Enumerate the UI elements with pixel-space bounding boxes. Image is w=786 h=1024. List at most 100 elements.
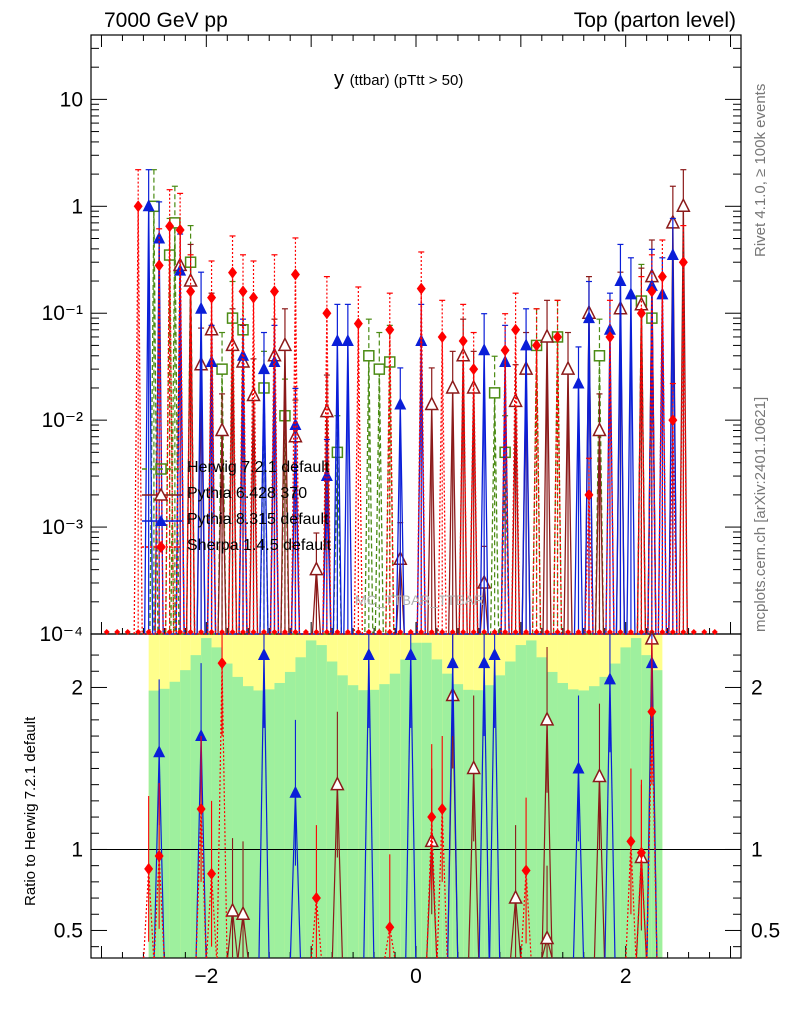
data-point [478,343,491,356]
data-point [341,333,354,346]
ratio-series-line [509,898,517,959]
ratio-band-inner [515,645,527,958]
ratio-tick-label-right: 2 [751,676,763,699]
ratio-point [289,785,302,798]
data-point [214,421,230,437]
ratio-series-line [609,679,616,959]
floor-point [470,629,477,635]
ratio-band-inner [274,682,285,958]
floor-point [323,629,330,635]
ratio-series-line [410,655,417,959]
ratio-series-line [436,808,443,959]
data-point [437,330,447,343]
ratio-band-inner [421,642,432,958]
ratio-series-line [593,776,601,959]
ratio-series-line [431,817,438,959]
ratio-series-line [468,768,475,959]
ratio-series-line [363,655,370,959]
data-point [636,307,646,320]
ratio-series-line [384,927,391,959]
data-point [424,395,439,411]
mcplots-reference-label: mcplots.cern.ch [arXiv:2401.10621] [752,396,769,632]
ratio-series-line [331,784,338,959]
ratio-point [153,745,166,758]
floor-point [219,629,226,635]
ratio-band-inner [148,690,160,958]
data-point [469,363,479,376]
ratio-point [385,921,395,934]
ratio-series-line [651,711,658,959]
ratio-band-inner [463,689,474,958]
ratio-tick-label-right: 0.5 [751,919,780,942]
x-tick-label: −2 [194,965,218,988]
ratio-series-line [389,927,396,959]
floor-point [711,629,718,635]
ratio-series-line [148,868,155,959]
floor-point [376,629,383,635]
data-point [186,285,196,298]
data-point [624,287,637,300]
data-point [309,560,324,576]
header-energy-label: 7000 GeV pp [104,9,228,32]
ratio-band-inner [358,690,369,958]
ratio-series-line [195,808,202,959]
data-point [416,282,426,295]
ratio-band-inner [180,670,191,958]
floor-point [281,629,288,635]
floor-point [292,629,299,635]
ratio-series-line [368,655,375,959]
floor-point [365,629,372,635]
y-tick-label: 10⁻² [42,409,83,432]
floor-point [690,629,697,635]
series-3 [103,169,718,635]
ratio-band-inner [347,685,359,958]
legend-label-sherpa: Sherpa 1.4.5 default [187,537,332,554]
floor-point [565,629,572,635]
data-point [205,354,218,367]
ratio-band-inner [316,645,327,958]
data-point [216,363,228,375]
ratio-point [235,905,251,921]
series-1 [172,169,691,635]
ratio-series-line [426,817,433,959]
ratio-point [404,648,417,661]
ratio-point [196,802,206,815]
ratio-band-inner [620,647,631,958]
ratio-series-line [546,719,553,959]
ratio-band-inner [442,673,453,958]
ratio-point [478,656,491,669]
floor-point [344,629,351,635]
ratio-band-inner [379,684,390,958]
data-point [289,418,302,431]
floor-point [491,629,498,635]
data-point [455,347,471,362]
ratio-point [446,656,459,669]
floor-point [606,629,613,635]
floor-point [334,629,341,635]
floor-point [355,629,362,635]
ratio-band-inner [641,655,652,958]
data-point [269,285,279,298]
data-point [676,197,691,213]
ratio-band-inner [201,638,212,958]
ratio-series-line [541,719,548,959]
floor-point [575,629,582,635]
ratio-band-inner [211,647,223,958]
data-point [249,291,258,304]
legend-label-pythia6: Pythia 6.428 370 [187,485,308,502]
data-point [385,323,395,336]
ratio-series-line [483,663,490,959]
ratio-band-inner [630,638,642,958]
floor-point [187,629,194,635]
data-point [572,376,585,389]
data-point [237,348,250,361]
ratio-point [144,862,154,875]
ratio-point [217,657,227,670]
rivet-version-label: Rivet 4.1.0, ≥ 100k events [752,83,769,257]
ratio-point [195,729,208,742]
ratio-series-2 [143,634,658,959]
data-point [322,307,332,320]
ratio-tick-label-left: 2 [71,676,83,699]
ratio-point [225,902,240,917]
data-point [539,328,555,343]
